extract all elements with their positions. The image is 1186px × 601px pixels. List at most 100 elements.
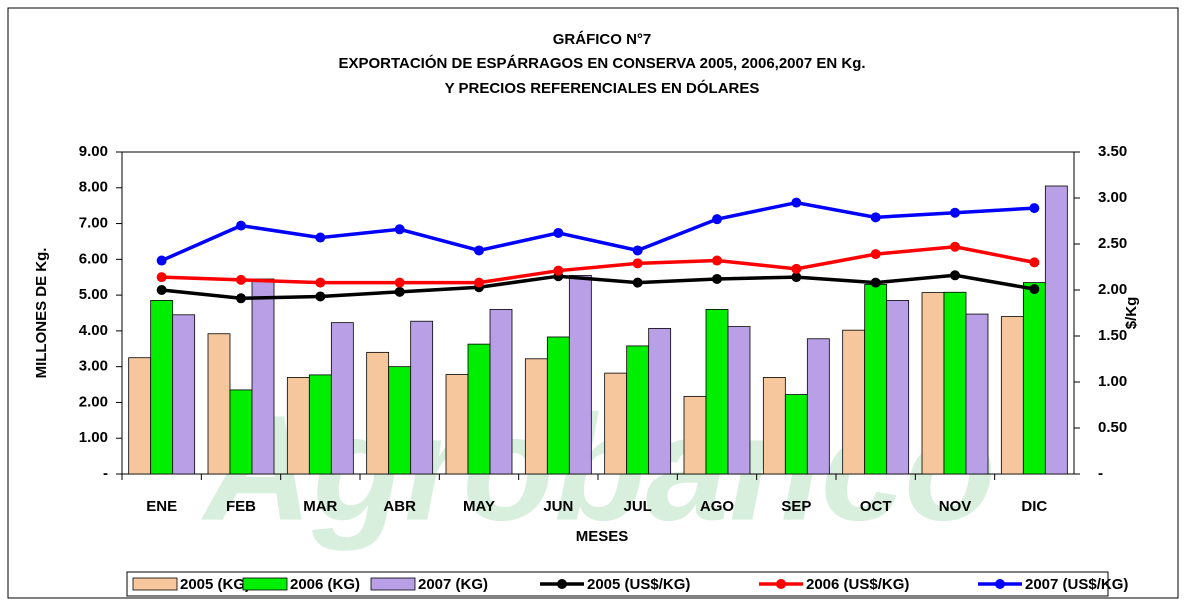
y-tick-label: 2.00 bbox=[79, 393, 108, 410]
bar bbox=[330, 322, 354, 475]
marker bbox=[632, 245, 643, 256]
x-tick-label: MAR bbox=[303, 498, 337, 515]
marker bbox=[315, 277, 326, 288]
y-tick-label: 5.00 bbox=[79, 286, 108, 303]
bar bbox=[604, 372, 628, 475]
legend-label: 2005 (KG) bbox=[180, 576, 250, 593]
line bbox=[160, 200, 1035, 263]
bar bbox=[489, 309, 513, 475]
bar bbox=[705, 309, 729, 475]
legend-swatch bbox=[370, 577, 416, 591]
bar bbox=[286, 376, 310, 475]
marker bbox=[315, 232, 326, 243]
marker bbox=[1029, 257, 1040, 268]
legend-swatch bbox=[776, 579, 786, 589]
y2-tick-label: 3.00 bbox=[1098, 189, 1127, 206]
marker bbox=[156, 285, 167, 295]
marker bbox=[791, 272, 802, 283]
marker bbox=[870, 212, 881, 223]
marker bbox=[474, 277, 484, 288]
line bbox=[161, 244, 1035, 285]
x-tick-label: DIC bbox=[1021, 498, 1047, 515]
bar bbox=[683, 395, 707, 475]
bar bbox=[445, 374, 469, 475]
marker bbox=[156, 255, 167, 266]
bar bbox=[546, 336, 570, 475]
marker bbox=[394, 277, 405, 288]
marker bbox=[632, 277, 643, 288]
bar bbox=[784, 394, 808, 475]
y2-tick-label: 1.00 bbox=[1098, 373, 1127, 390]
x-tick-label: JUL bbox=[623, 498, 651, 515]
x-tick-label: OCT bbox=[860, 498, 892, 515]
bar bbox=[842, 329, 866, 475]
bar bbox=[388, 366, 412, 475]
marker bbox=[394, 224, 405, 235]
y2-tick-label: 2.50 bbox=[1098, 235, 1127, 252]
bar bbox=[251, 278, 275, 475]
x-tick-label: ENE bbox=[146, 498, 177, 515]
marker bbox=[156, 272, 167, 283]
legend-swatch bbox=[132, 577, 178, 591]
marker bbox=[394, 286, 405, 297]
marker bbox=[791, 263, 802, 274]
legend-label: 2007 (US$/KG) bbox=[1025, 576, 1128, 593]
marker bbox=[950, 270, 960, 281]
chart-title: GRÁFICO N°7 bbox=[553, 31, 652, 48]
x-tick-label: NOV bbox=[939, 498, 972, 515]
chart-frame bbox=[7, 7, 1179, 599]
bar bbox=[308, 374, 332, 475]
marker bbox=[712, 255, 722, 266]
y2-tick-label: 3.50 bbox=[1098, 143, 1127, 160]
y-tick-label: 8.00 bbox=[79, 179, 108, 196]
marker bbox=[474, 245, 484, 256]
bar bbox=[886, 300, 910, 475]
y2-tick-label: 1.50 bbox=[1098, 327, 1127, 344]
marker bbox=[712, 273, 722, 284]
y-tick-label: 9.00 bbox=[79, 143, 108, 160]
y-tick-label: 3.00 bbox=[79, 358, 108, 375]
y-tick-label: - bbox=[103, 465, 108, 482]
marker bbox=[236, 274, 246, 285]
marker bbox=[632, 258, 643, 269]
y-tick-label: 1.00 bbox=[79, 429, 108, 446]
bar bbox=[172, 314, 196, 475]
x-tick-label: MAY bbox=[463, 498, 495, 515]
y2-tick-label: 0.50 bbox=[1098, 419, 1127, 436]
bar bbox=[806, 338, 830, 475]
bar bbox=[410, 320, 434, 475]
legend-swatch bbox=[995, 579, 1005, 589]
legend-swatch bbox=[242, 577, 288, 591]
bar bbox=[762, 376, 786, 475]
bar bbox=[207, 333, 231, 475]
marker bbox=[236, 293, 246, 304]
bar bbox=[467, 343, 491, 475]
x-tick-label: AGO bbox=[700, 498, 735, 515]
bar bbox=[568, 275, 592, 475]
bar bbox=[965, 313, 989, 475]
x-axis-title: MESES bbox=[576, 528, 629, 545]
bar bbox=[1022, 282, 1046, 475]
marker bbox=[950, 241, 960, 252]
legend-swatch bbox=[557, 579, 567, 589]
legend-label: 2006 (KG) bbox=[290, 576, 360, 593]
bar bbox=[229, 389, 253, 475]
bar bbox=[524, 358, 548, 475]
marker bbox=[315, 291, 326, 302]
bar bbox=[943, 291, 967, 475]
bar bbox=[128, 357, 152, 475]
marker bbox=[870, 249, 881, 260]
legend-label: 2005 (US$/KG) bbox=[587, 576, 690, 593]
x-tick-label: JUN bbox=[543, 498, 573, 515]
y-axis-title: MILLONES DE Kg. bbox=[33, 248, 50, 379]
bar bbox=[626, 345, 650, 475]
marker bbox=[553, 265, 564, 276]
legend-label: 2007 (KG) bbox=[418, 576, 488, 593]
line bbox=[161, 273, 1035, 301]
chart-subtitle: EXPORTACIÓN DE ESPÁRRAGOS EN CONSERVA 20… bbox=[338, 54, 865, 72]
y-tick-label: 7.00 bbox=[79, 215, 108, 232]
marker bbox=[712, 214, 722, 225]
bar bbox=[648, 327, 672, 475]
bar bbox=[150, 300, 174, 475]
